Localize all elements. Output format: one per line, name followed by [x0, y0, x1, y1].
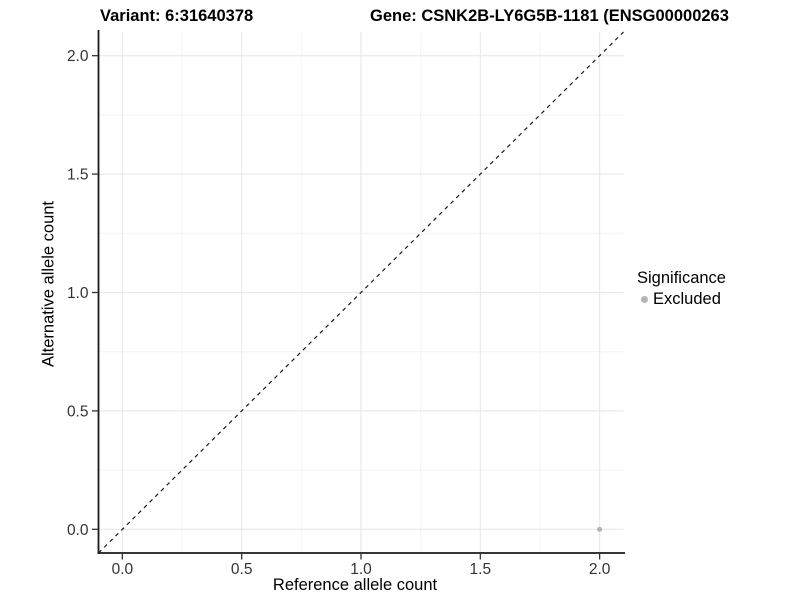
plot-title-variant: Variant: 6:31640378	[100, 7, 254, 25]
legend-marker-circle-icon	[641, 296, 648, 303]
legend-item-label: Excluded	[653, 290, 721, 308]
plot-title-gene: Gene: CSNK2B-LY6G5B-1181 (ENSG00000263	[370, 7, 729, 25]
x-tick-label: 0.0	[112, 561, 134, 578]
x-tick-label: 1.0	[350, 561, 372, 578]
x-axis-title: Reference allele count	[272, 576, 438, 594]
legend-item: Excluded	[637, 289, 726, 310]
x-tick-label: 2.0	[589, 561, 611, 578]
y-axis-title: Alternative allele count	[39, 200, 58, 368]
x-tick-label: 0.5	[231, 561, 253, 578]
x-tick-label: 1.5	[470, 561, 492, 578]
y-tick-label: 0.5	[67, 403, 89, 420]
y-tick-label: 0.0	[67, 522, 89, 539]
identity-dashed-line	[98, 31, 624, 554]
data-point	[597, 526, 603, 532]
y-tick-label: 2.0	[67, 48, 89, 65]
y-tick-label: 1.0	[67, 285, 89, 302]
legend-items: Excluded	[637, 289, 726, 310]
legend: Significance Excluded	[637, 268, 726, 310]
legend-title: Significance	[637, 269, 726, 287]
y-tick-label: 1.5	[67, 167, 89, 184]
